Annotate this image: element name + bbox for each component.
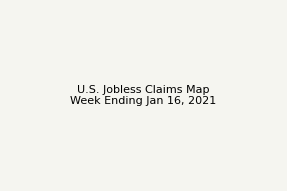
Text: U.S. Jobless Claims Map
Week Ending Jan 16, 2021: U.S. Jobless Claims Map Week Ending Jan … [70,85,217,106]
